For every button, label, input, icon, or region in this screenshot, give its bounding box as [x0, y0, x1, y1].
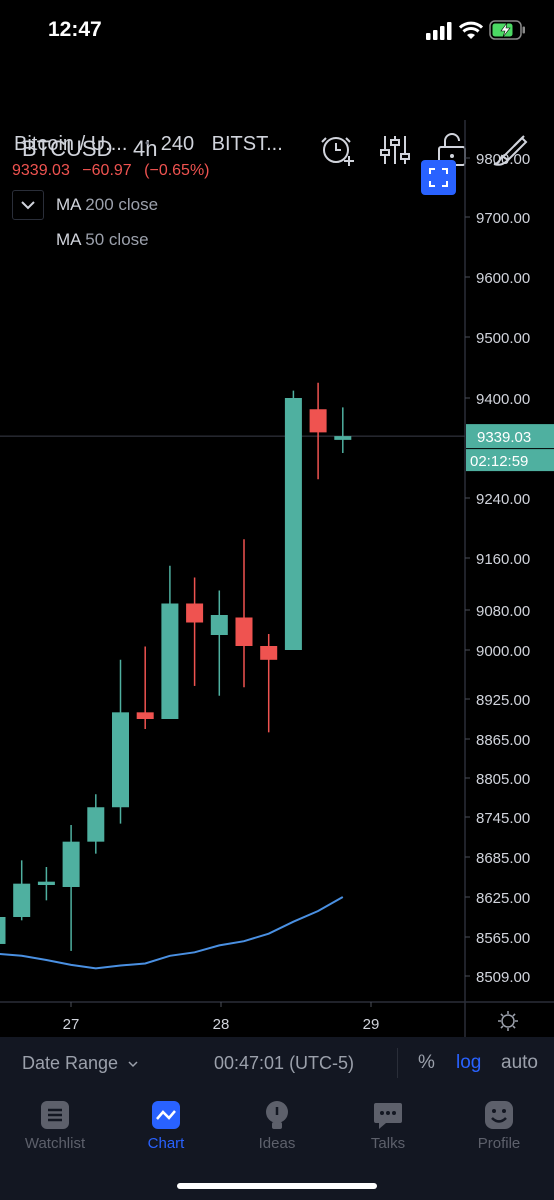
settings-gear-icon[interactable]	[498, 1011, 518, 1031]
cellular-signal-icon	[426, 22, 452, 40]
candle-body	[210, 615, 228, 635]
indicator-ma50[interactable]: MA 50 close	[56, 230, 149, 250]
chevron-down-icon	[128, 1061, 138, 1068]
wifi-icon	[459, 21, 483, 39]
percent-scale-button[interactable]: %	[418, 1052, 435, 1073]
indicator-name: MA	[56, 195, 81, 214]
drawing-brush-icon[interactable]	[490, 130, 530, 170]
fullscreen-icon	[429, 168, 448, 187]
price-tick-label: 9240.00	[476, 491, 530, 508]
date-tick-label: 28	[213, 1016, 230, 1033]
legend-change: −60.97	[82, 162, 132, 179]
price-tick-label: 9500.00	[476, 330, 530, 347]
tab-label: Profile	[477, 1135, 521, 1152]
tab-watchlist[interactable]: Watchlist	[0, 1094, 110, 1154]
price-tick-label: 8865.00	[476, 732, 530, 749]
price-tick-label: 9080.00	[476, 603, 530, 620]
ma50-line	[0, 896, 344, 970]
alarm-add-icon[interactable]	[318, 130, 358, 170]
top-toolbar: BTCUSD 4h	[0, 60, 554, 166]
legend-symbol-name: Bitcoin / U....	[14, 133, 128, 155]
price-tick-label: 8625.00	[476, 890, 530, 907]
status-bar: 12:47	[0, 0, 554, 60]
candle-body	[161, 603, 179, 719]
legend-change-pct: (−0.65%)	[144, 162, 210, 179]
auto-scale-button[interactable]: auto	[501, 1052, 538, 1073]
tab-label: Ideas	[258, 1135, 296, 1152]
candle-body	[334, 436, 352, 440]
price-tick-label: 8685.00	[476, 850, 530, 867]
date-tick-label: 27	[63, 1016, 80, 1033]
tab-ideas[interactable]: Ideas	[222, 1094, 332, 1154]
home-indicator	[177, 1183, 377, 1189]
chart-icon	[152, 1101, 180, 1129]
candle-body	[37, 881, 55, 885]
price-tick-label: 8565.00	[476, 930, 530, 947]
indicators-icon[interactable]	[375, 130, 415, 170]
chart-legend-title[interactable]: Bitcoin / U.... • 240 BITST...	[14, 133, 283, 156]
legend-exchange: BITST...	[211, 133, 283, 155]
price-tick-label: 9700.00	[476, 210, 530, 227]
price-tick-label: 9000.00	[476, 643, 530, 660]
candle-body	[13, 883, 31, 917]
candle-body	[309, 409, 327, 433]
candle-body	[136, 712, 154, 719]
current-price-label: 9339.03	[477, 429, 531, 446]
tab-label: Chart	[147, 1135, 185, 1152]
divider	[397, 1048, 398, 1078]
status-time: 12:47	[48, 18, 102, 41]
date-range-button[interactable]: Date Range	[22, 1053, 139, 1074]
tab-talks[interactable]: Talks	[333, 1094, 443, 1154]
price-chart[interactable]: 9800.00 9700.00 9600.00 9500.00 9400.00 9240.…	[0, 120, 554, 1037]
indicator-params: 200 close	[85, 195, 159, 214]
tab-chart[interactable]: Chart	[111, 1094, 221, 1154]
price-tick-label: 9160.00	[476, 551, 530, 568]
talks-icon	[374, 1103, 402, 1129]
price-tick-label: 9400.00	[476, 391, 530, 408]
indicator-params: 50 close	[85, 230, 149, 249]
price-tick-label: 8805.00	[476, 771, 530, 788]
candle-body	[112, 712, 129, 808]
candle-body	[260, 646, 278, 660]
watchlist-icon	[41, 1101, 69, 1129]
price-tick-label: 8745.00	[476, 810, 530, 827]
candle-body	[235, 617, 253, 646]
chevron-down-icon	[21, 201, 35, 210]
candle-body	[62, 841, 80, 887]
date-range-label: Date Range	[22, 1053, 119, 1073]
price-tick-label: 9800.00	[476, 151, 530, 168]
price-tick-label: 8925.00	[476, 692, 530, 709]
candle-body	[284, 398, 302, 650]
log-scale-button[interactable]: log	[456, 1052, 482, 1073]
countdown-label: 02:12:59	[470, 453, 528, 470]
countdown-badge	[466, 449, 554, 472]
indicator-ma200[interactable]: MA 200 close	[56, 195, 158, 215]
battery-charging-icon	[489, 20, 525, 40]
price-tick-label: 8509.00	[476, 969, 530, 986]
date-range-bar	[0, 1037, 554, 1089]
fullscreen-button[interactable]	[421, 160, 456, 195]
tab-label: Talks	[370, 1135, 406, 1152]
tab-profile[interactable]: Profile	[444, 1094, 554, 1154]
current-price-badge	[466, 424, 554, 449]
candle-body	[0, 917, 6, 944]
profile-icon	[485, 1101, 513, 1129]
legend-interval: 240	[160, 133, 195, 155]
price-tick-label: 9600.00	[476, 270, 530, 287]
ideas-icon	[266, 1101, 288, 1129]
date-tick-label: 29	[363, 1016, 380, 1033]
interval-selector[interactable]: 4h	[133, 136, 158, 161]
tab-label: Watchlist	[24, 1135, 86, 1152]
legend-price-line: 9339.03 −60.97 (−0.65%)	[12, 162, 218, 180]
candle-body	[186, 603, 204, 623]
indicators-collapse-button[interactable]	[12, 190, 44, 220]
symbol-selector[interactable]: BTCUSD	[22, 136, 113, 161]
legend-separator: •	[144, 136, 150, 150]
indicator-name: MA	[56, 230, 81, 249]
candle-body	[87, 807, 105, 842]
legend-last-price: 9339.03	[12, 162, 70, 179]
timezone-clock[interactable]: 00:47:01 (UTC-5)	[214, 1053, 355, 1073]
